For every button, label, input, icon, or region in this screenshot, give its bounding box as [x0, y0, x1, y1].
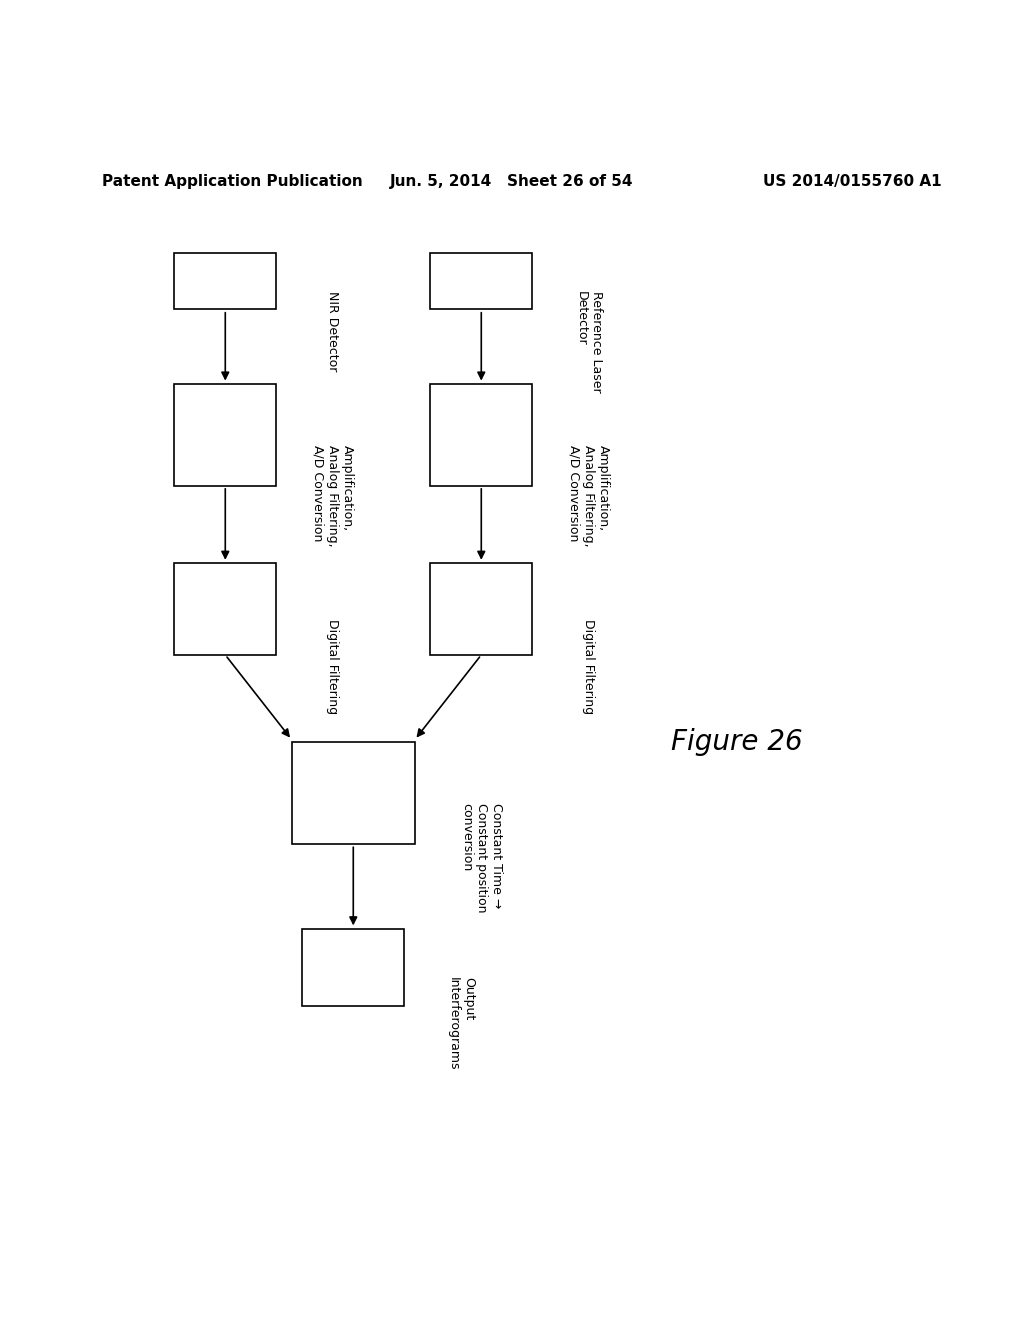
- Text: Digital Filtering: Digital Filtering: [583, 619, 595, 714]
- FancyBboxPatch shape: [430, 384, 532, 486]
- Text: Reference Laser
Detector: Reference Laser Detector: [574, 292, 603, 393]
- Text: Digital Filtering: Digital Filtering: [327, 619, 339, 714]
- Text: Patent Application Publication: Patent Application Publication: [102, 174, 364, 189]
- FancyBboxPatch shape: [302, 929, 404, 1006]
- FancyBboxPatch shape: [430, 253, 532, 309]
- Text: US 2014/0155760 A1: US 2014/0155760 A1: [764, 174, 942, 189]
- Text: Jun. 5, 2014   Sheet 26 of 54: Jun. 5, 2014 Sheet 26 of 54: [390, 174, 634, 189]
- Text: Figure 26: Figure 26: [672, 727, 803, 756]
- FancyBboxPatch shape: [174, 253, 276, 309]
- FancyBboxPatch shape: [292, 742, 415, 845]
- Text: Amplification,
Analog Filtering,
A/D Conversion: Amplification, Analog Filtering, A/D Con…: [311, 445, 354, 546]
- Text: Amplification,
Analog Filtering,
A/D Conversion: Amplification, Analog Filtering, A/D Con…: [567, 445, 610, 546]
- Text: Output
Interferograms: Output Interferograms: [446, 977, 475, 1071]
- Text: NIR Detector: NIR Detector: [327, 292, 339, 372]
- FancyBboxPatch shape: [174, 384, 276, 486]
- FancyBboxPatch shape: [430, 562, 532, 655]
- FancyBboxPatch shape: [174, 562, 276, 655]
- Text: Constant Time →
Constant position
conversion: Constant Time → Constant position conver…: [460, 804, 503, 913]
